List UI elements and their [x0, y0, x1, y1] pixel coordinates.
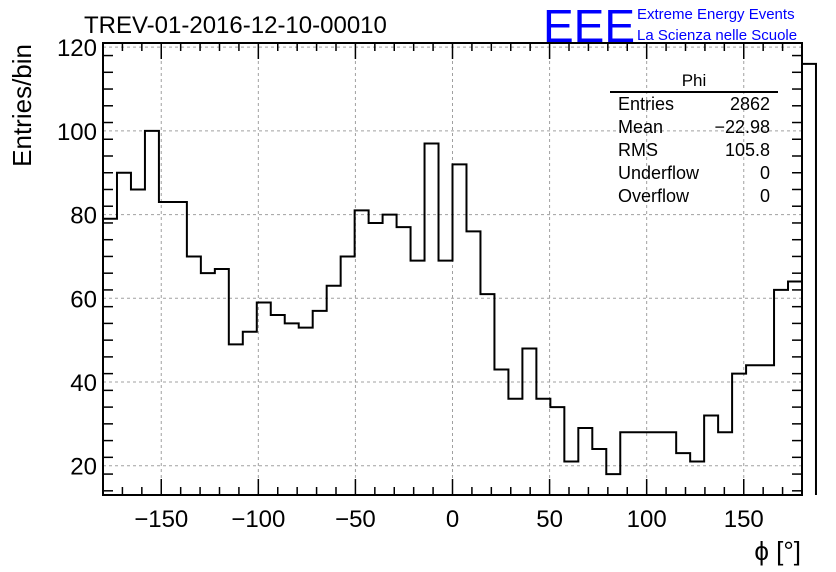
y-tick-labels: 20 40 60 80 100 120 — [57, 35, 97, 481]
axis-ticks — [102, 43, 803, 495]
x-tick-label: −150 — [134, 506, 188, 533]
logo-line-2: La Scienza nelle Scuole — [637, 27, 797, 44]
chart-title: TREV-01-2016-12-10-00010 — [84, 12, 387, 39]
stats-value: 0 — [760, 163, 770, 183]
x-tick-label: 50 — [536, 506, 563, 533]
stats-label: Mean — [618, 117, 663, 137]
stats-value: 2862 — [730, 94, 770, 114]
x-tick-label: −100 — [231, 506, 285, 533]
y-tick-label: 80 — [70, 203, 97, 230]
stats-value: 0 — [760, 186, 770, 206]
stats-rows: Entries 2862 Mean −22.98 RMS 105.8 Underflow 0 O… — [618, 94, 770, 206]
stats-label: Underflow — [618, 163, 700, 183]
stats-title: Phi — [682, 71, 707, 90]
logo-line-1: Extreme Energy Events — [637, 6, 795, 23]
x-tick-label: 150 — [724, 506, 764, 533]
x-tick-label: 100 — [627, 506, 667, 533]
stats-value: −22.98 — [714, 117, 770, 137]
y-tick-label: 40 — [70, 370, 97, 397]
stats-box: Phi Entries 2862 Mean −22.98 RMS 105.8 Underfl… — [610, 71, 778, 206]
stats-label: Entries — [618, 94, 674, 114]
stats-label: RMS — [618, 140, 658, 160]
x-axis-label: ϕ [°] — [754, 536, 801, 566]
x-tick-labels: −150 −100 −50 0 50 100 150 — [134, 506, 764, 533]
stats-value: 105.8 — [725, 140, 770, 160]
eee-logo: EEE Extreme Energy Events La Scienza nel… — [543, 0, 797, 52]
y-tick-label: 100 — [57, 119, 97, 146]
y-tick-label: 60 — [70, 286, 97, 313]
y-tick-label: 120 — [57, 35, 97, 62]
grid-lines — [103, 43, 802, 495]
y-tick-label: 20 — [70, 454, 97, 481]
y-axis-label: Entries/bin — [7, 44, 37, 167]
x-tick-label: −50 — [335, 506, 376, 533]
stats-label: Overflow — [618, 186, 690, 206]
histogram-line — [102, 62, 817, 495]
x-tick-label: 0 — [446, 506, 459, 533]
